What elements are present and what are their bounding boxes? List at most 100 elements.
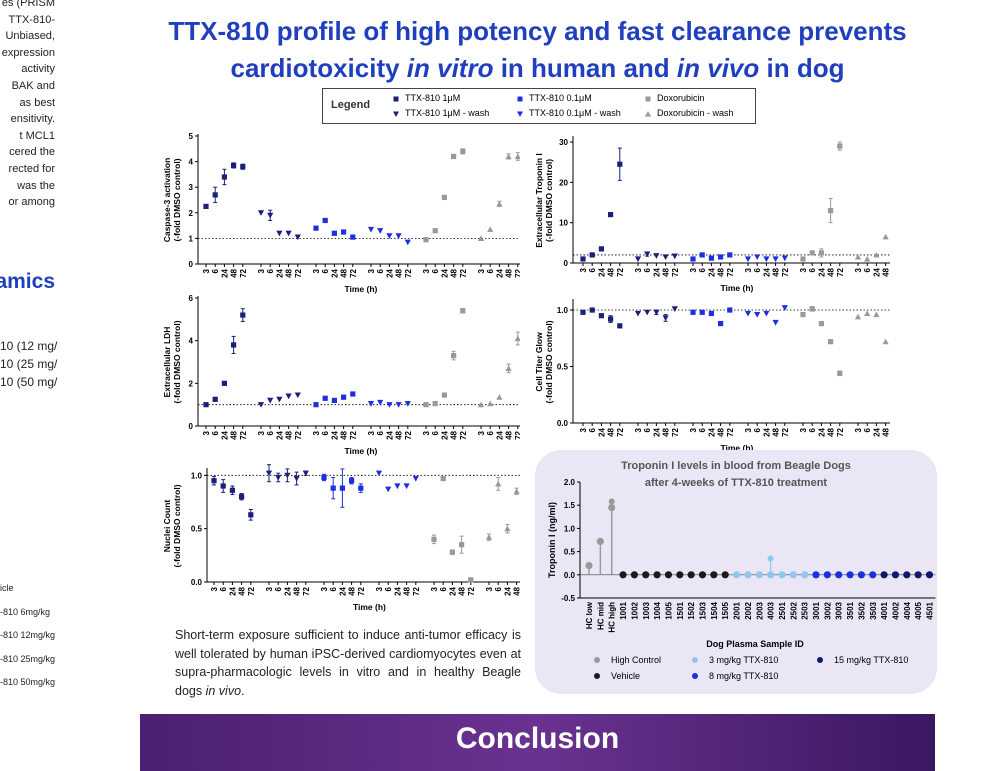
x-tick-label: 3 (477, 268, 486, 273)
title-part-italic: in vivo (676, 53, 760, 83)
x-tick-label: 3 (799, 427, 808, 432)
legend-entry: TTX-810 1μM (391, 93, 460, 104)
data-point (240, 312, 246, 318)
x-tick-label: 3 (744, 427, 753, 432)
data-point (265, 470, 273, 477)
x-tick-label: 6 (588, 267, 597, 272)
data-point (837, 143, 843, 149)
data-point (708, 255, 714, 261)
data-point (212, 192, 218, 198)
data-point (211, 478, 217, 484)
lollipop-point (767, 555, 774, 562)
data-point (744, 310, 752, 317)
left-text-fragment: t MCL1 (19, 129, 55, 142)
x-tick-label: 6 (698, 267, 707, 272)
data-point (221, 380, 227, 386)
data-point (459, 542, 465, 548)
troponin-invitro-chart: 0 10 20 30 3 6 24 48 72 3 6 24 48 72 3 6 24 48 72 3 6 24 48 72 3… (530, 128, 901, 303)
x-tick-label: 3 (320, 586, 329, 591)
left-legend-line: -810 6mg/kg (0, 606, 51, 617)
x-tick-label: 24 (817, 267, 826, 276)
x-tick-label: 24 (440, 268, 449, 277)
data-point (350, 391, 356, 397)
data-point (275, 474, 282, 481)
left-text-fragment: activity (21, 63, 55, 76)
x-tick-label: 48 (607, 427, 616, 436)
x-tick-label: 3 (477, 430, 486, 435)
y-tick-label: 1.0 (557, 306, 569, 315)
x-tick-label: 6 (321, 430, 330, 435)
data-point (367, 401, 375, 407)
y-axis-label: (-fold DMSO control) (544, 159, 554, 242)
data-point (349, 478, 355, 484)
lollipop-point (755, 571, 763, 579)
x-tick-label: 24 (707, 267, 716, 276)
data-point (873, 311, 880, 318)
data-point (267, 397, 274, 404)
x-axis-label: Dog Plasma Sample ID (706, 639, 804, 649)
data-point (331, 397, 337, 403)
data-point (468, 577, 474, 583)
data-point (699, 309, 705, 315)
data-point (431, 536, 437, 542)
y-tick-label: 4 (189, 158, 194, 167)
data-point (504, 525, 511, 532)
data-point (248, 512, 254, 518)
data-point (294, 234, 301, 241)
x-tick-label: 48 (827, 427, 836, 436)
data-point (341, 229, 347, 235)
x-tick-label: 24 (762, 267, 771, 276)
nuclei-count-chart: 0.0 0.5 1.0 3 6 24 48 72 3 6 24 48 72 3 6 24 48 72 3 6 24 48 7… (160, 462, 532, 627)
x-tick-label: 24 (385, 430, 394, 439)
data-point (321, 474, 327, 481)
data-point (671, 253, 678, 260)
legend-entry-label: TTX-810 1μM - wash (405, 108, 490, 118)
x-tick-label: 6 (588, 427, 597, 432)
x-tick-label: 72 (616, 427, 625, 436)
x-tick-label: 48 (450, 430, 459, 439)
data-point (873, 251, 880, 258)
x-tick-label: 3 (422, 430, 431, 435)
data-point (608, 212, 614, 218)
x-tick-label: 2002 (744, 601, 753, 619)
data-point (598, 313, 604, 319)
x-tick-label: 48 (505, 430, 514, 439)
x-tick-label: 3501 (846, 601, 855, 619)
data-point (440, 475, 446, 482)
data-point (800, 256, 806, 262)
x-axis-label: Time (h) (720, 283, 753, 293)
data-point (744, 256, 752, 263)
x-tick-label: 72 (239, 268, 248, 277)
x-tick-label: 1004 (653, 601, 662, 619)
data-point (229, 487, 235, 493)
left-text-fragment: was the (17, 179, 55, 192)
lollipop-point (903, 571, 911, 579)
x-tick-label: 6 (384, 586, 393, 591)
chart-legend: Legend TTX-810 1μM TTX-810 1μM - wash TTX-… (322, 88, 756, 124)
title-part: cardiotoxicity (230, 53, 407, 83)
legend-marker (645, 96, 651, 102)
conclusion-banner: Conclusion (140, 714, 935, 771)
x-tick-label: 6 (808, 427, 817, 432)
data-point (495, 480, 502, 487)
x-tick-label: 6 (643, 267, 652, 272)
lollipop-point (619, 571, 627, 579)
x-tick-label: 6 (753, 267, 762, 272)
data-point (385, 486, 392, 493)
x-tick-label: 3 (430, 586, 439, 591)
data-point (754, 254, 761, 261)
x-tick-label: 48 (238, 586, 247, 595)
y-tick-label: 4 (189, 337, 194, 346)
y-tick-label: 0 (189, 422, 194, 431)
lollipop-point (869, 571, 877, 579)
x-tick-label: 72 (294, 430, 303, 439)
data-point (313, 225, 319, 231)
data-point (772, 319, 779, 326)
legend-dot (817, 657, 823, 663)
data-point (386, 233, 393, 239)
data-point (240, 164, 246, 170)
x-tick-label: 72 (467, 586, 476, 595)
x-tick-label: 3 (689, 427, 698, 432)
x-tick-label: 3002 (823, 601, 832, 619)
data-point (395, 402, 402, 408)
